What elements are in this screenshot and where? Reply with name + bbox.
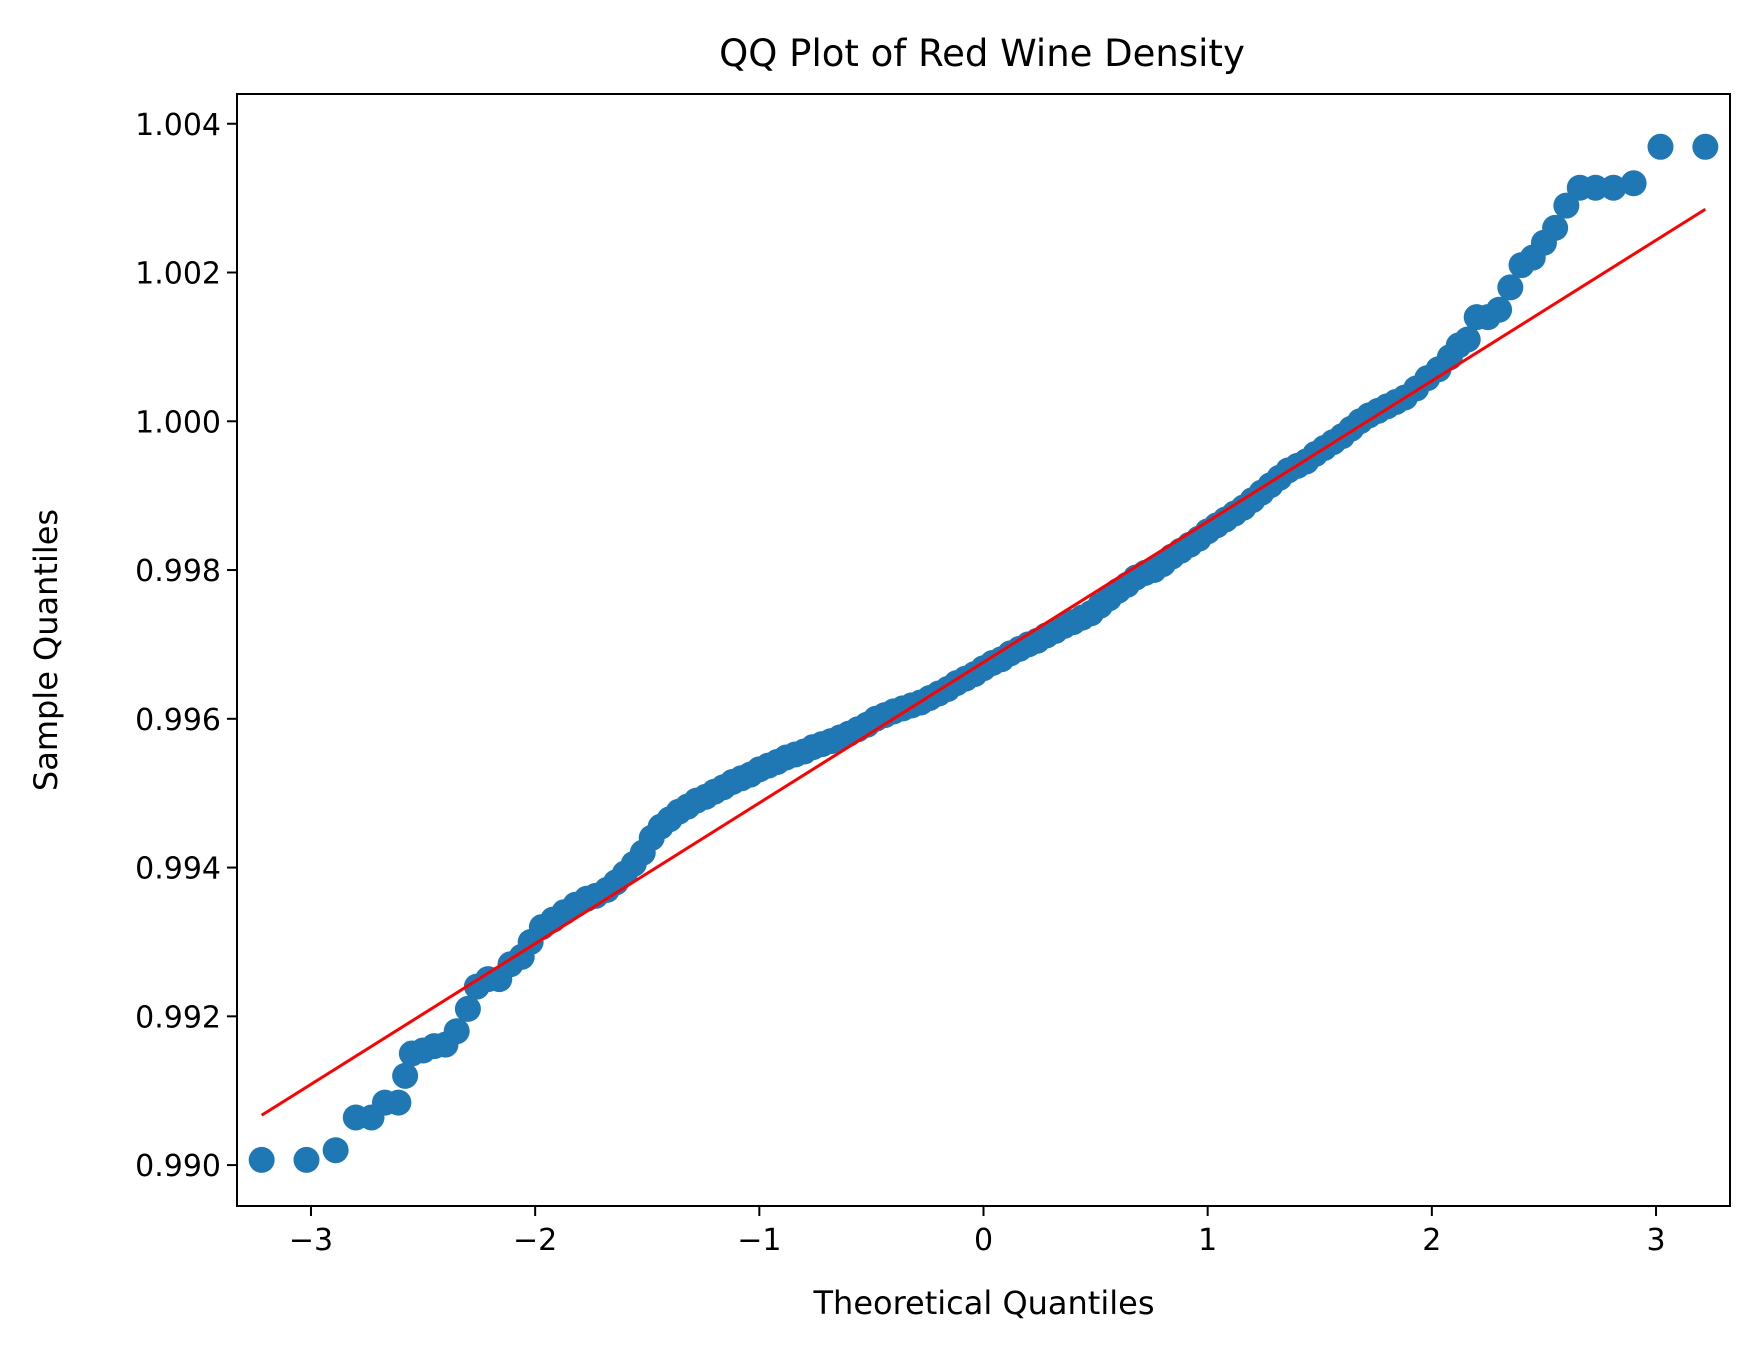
qq-point-136 (1692, 133, 1719, 160)
y-tick-label-3: 0.996 (135, 703, 221, 738)
qq-point-0 (248, 1146, 275, 1173)
x-tick-label-4: 1 (1198, 1223, 1217, 1258)
x-tick-label-2: −1 (737, 1223, 781, 1258)
qq-point-125 (1497, 274, 1524, 301)
x-tick-label-3: 0 (974, 1223, 993, 1258)
x-tick-label-1: −2 (513, 1223, 557, 1258)
qq-point-132 (1582, 174, 1609, 201)
y-tick-label-1: 0.992 (135, 1000, 221, 1035)
x-axis-title: Theoretical Quantiles (813, 1284, 1155, 1322)
qq-point-1 (293, 1146, 320, 1173)
y-tick-label-4: 0.998 (135, 554, 221, 589)
y-tick-label-2: 0.994 (135, 852, 221, 887)
y-tick-label-5: 1.000 (135, 405, 221, 440)
qq-point-129 (1542, 214, 1569, 241)
qq-point-7 (392, 1062, 419, 1089)
qq-point-121 (1454, 326, 1481, 353)
qq-point-135 (1647, 133, 1674, 160)
reference-line (260, 208, 1707, 1117)
qq-point-2 (322, 1137, 349, 1164)
qq-point-133 (1600, 174, 1627, 201)
qq-point-130 (1553, 192, 1580, 219)
plot-area (248, 133, 1719, 1173)
qq-point-124 (1486, 296, 1513, 323)
x-tick-label-6: 3 (1646, 1223, 1665, 1258)
y-tick-label-7: 1.004 (135, 108, 221, 143)
y-tick-label-6: 1.002 (135, 257, 221, 292)
y-axis-title: Sample Quantiles (27, 509, 65, 791)
qq-point-12 (443, 1018, 470, 1045)
y-tick-label-0: 0.990 (135, 1149, 221, 1184)
qq-point-6 (385, 1089, 412, 1116)
qq-point-134 (1620, 170, 1647, 197)
x-tick-label-0: −3 (289, 1223, 333, 1258)
x-tick-label-5: 2 (1422, 1223, 1441, 1258)
chart-title: QQ Plot of Red Wine Density (719, 32, 1245, 75)
x-axis-ticks: −3 −2 −1 0 1 2 3 (289, 1206, 1666, 1258)
qq-point-13 (454, 995, 481, 1022)
y-axis-ticks: 0.990 0.992 0.994 0.996 0.998 1.000 1.002 1.004 (135, 108, 237, 1184)
